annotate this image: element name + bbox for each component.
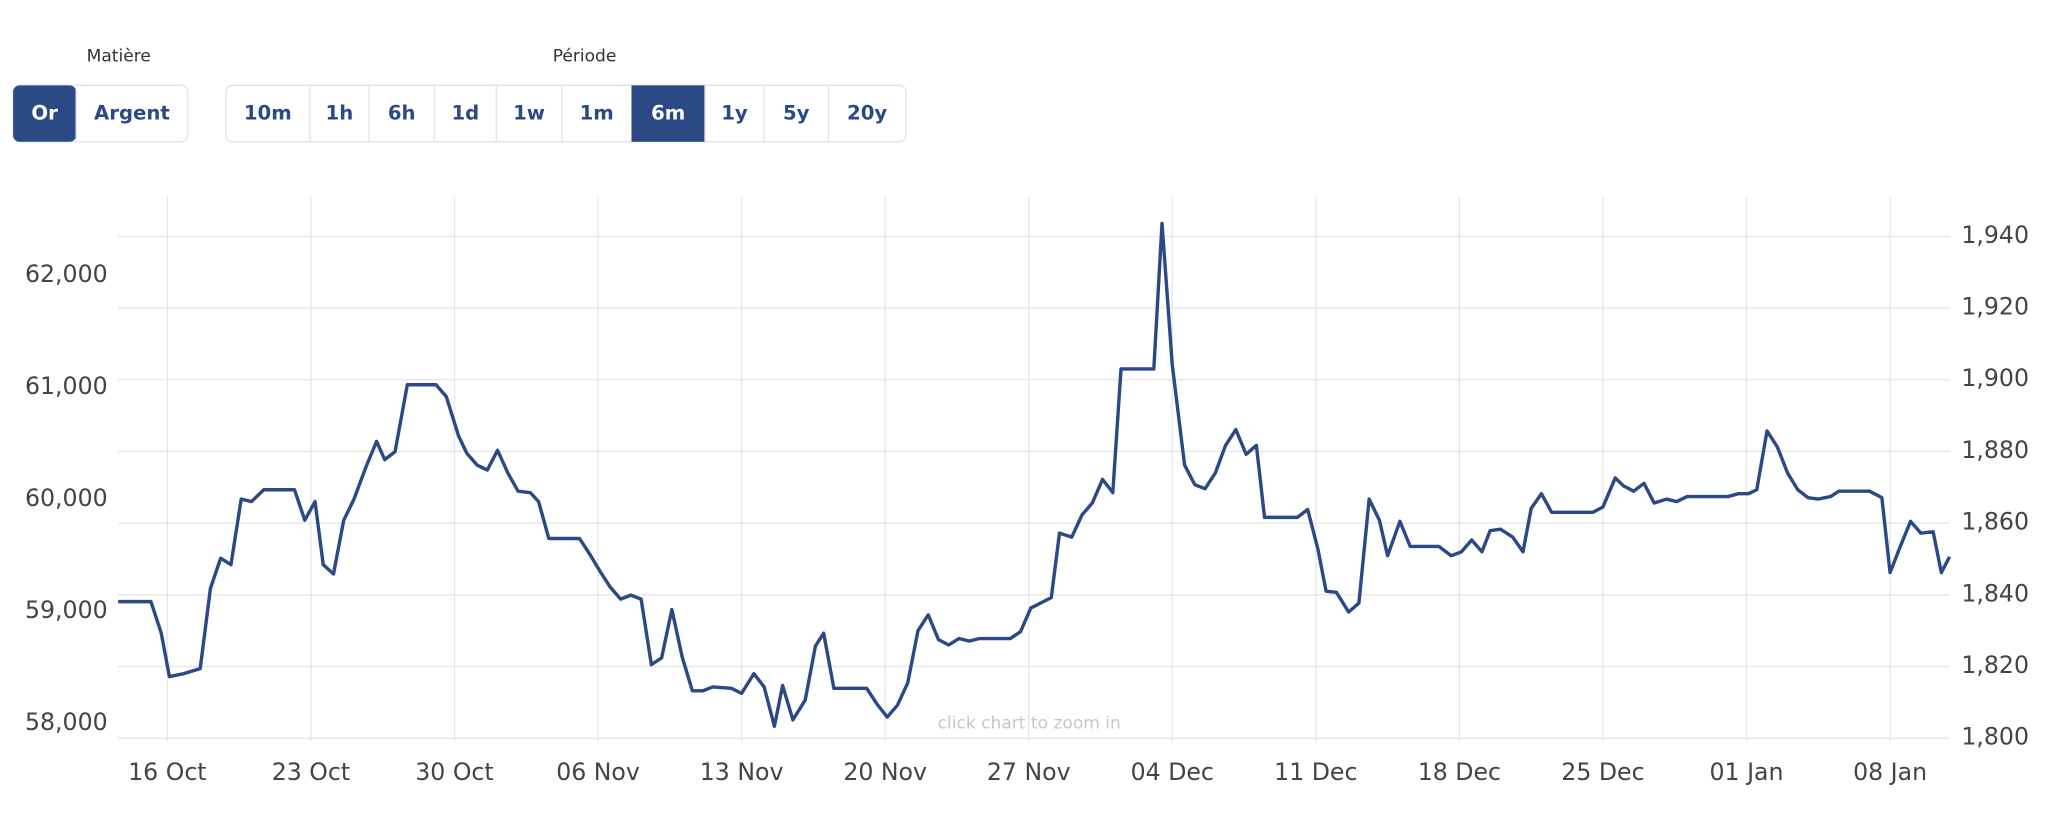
x-tick-label: 11 Dec — [1274, 758, 1357, 786]
button-label[interactable]: Argent — [94, 102, 170, 125]
button-label[interactable]: 6h — [388, 102, 416, 125]
button-label[interactable]: 20y — [847, 102, 887, 125]
period-group — [225, 84, 907, 143]
y2-tick-label: 1,900 — [1961, 364, 2029, 392]
period-label: Période — [553, 46, 617, 66]
y-tick-label: 58,000 — [25, 708, 108, 736]
x-tick-label: 20 Nov — [843, 758, 927, 786]
button-label[interactable]: 1w — [513, 102, 545, 125]
button-label[interactable]: 6m — [651, 102, 685, 125]
x-tick-label: 04 Dec — [1131, 758, 1214, 786]
x-tick-label: 25 Dec — [1561, 758, 1644, 786]
x-tick-label: 23 Oct — [272, 758, 350, 786]
y2-tick-label: 1,940 — [1961, 221, 2029, 249]
button-active-bg[interactable] — [631, 85, 705, 142]
x-tick-label: 08 Jan — [1853, 758, 1927, 786]
x-tick-label: 06 Nov — [556, 758, 640, 786]
button-label[interactable]: 1d — [451, 102, 479, 125]
y2-tick-label: 1,860 — [1961, 508, 2029, 536]
y2-tick-label: 1,800 — [1961, 723, 2029, 751]
y2-tick-label: 1,880 — [1961, 436, 2029, 464]
y-tick-label: 59,000 — [25, 596, 108, 624]
y-tick-label: 62,000 — [25, 260, 108, 288]
button-active-bg[interactable] — [13, 85, 77, 142]
y2-tick-label: 1,920 — [1961, 293, 2029, 321]
x-tick-label: 13 Nov — [700, 758, 784, 786]
y-tick-label: 61,000 — [25, 372, 108, 400]
x-tick-label: 16 Oct — [128, 758, 206, 786]
material-label: Matière — [87, 46, 151, 66]
button-label[interactable]: Or — [31, 102, 58, 125]
x-tick-label: 01 Jan — [1710, 758, 1784, 786]
x-tick-label: 30 Oct — [415, 758, 493, 786]
x-tick-label: 27 Nov — [987, 758, 1071, 786]
button-label[interactable]: 1m — [580, 102, 614, 125]
button-label[interactable]: 5y — [783, 102, 810, 125]
y2-tick-label: 1,840 — [1961, 579, 2029, 607]
button-label[interactable]: 1y — [721, 102, 748, 125]
y-tick-label: 60,000 — [25, 484, 108, 512]
button-label[interactable]: 10m — [244, 102, 292, 125]
price-line — [118, 221, 1952, 729]
x-tick-label: 18 Dec — [1418, 758, 1501, 786]
y2-tick-label: 1,820 — [1961, 651, 2029, 679]
button-label[interactable]: 1h — [326, 102, 354, 125]
